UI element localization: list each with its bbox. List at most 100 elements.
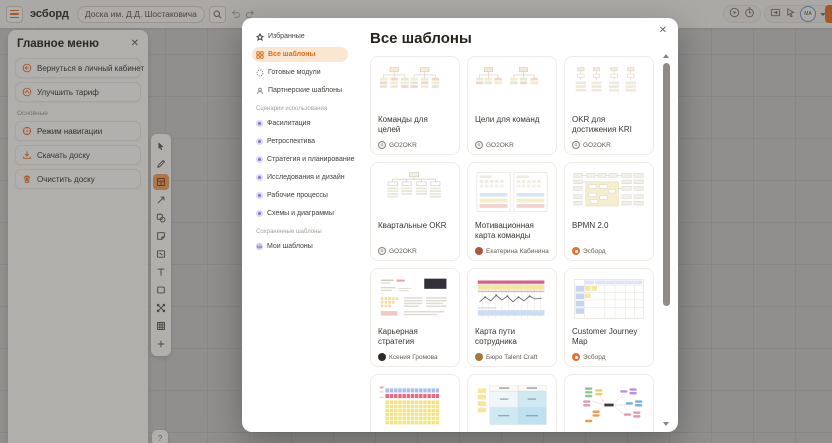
main-menu-close-icon[interactable]: ✕: [130, 38, 139, 49]
back-circle-icon: [22, 63, 32, 73]
top-bar-left: эсборд Доска им. Д.Д. Шостаковича: [0, 5, 256, 23]
undo-icon[interactable]: [230, 9, 241, 20]
help-button[interactable]: ?: [152, 430, 168, 443]
template-preview: [475, 62, 549, 112]
scenario-dot-icon: [256, 138, 263, 145]
rect-tool[interactable]: [153, 282, 169, 298]
sidebar-item-retrospective[interactable]: Ретроспектива: [252, 134, 348, 149]
template-preview: [572, 380, 646, 430]
template-card[interactable]: Цели для команд G GO2OKR: [467, 56, 557, 155]
author-avatar: G: [378, 141, 386, 149]
template-author: G GO2OKR: [378, 247, 452, 255]
session-tools-group: [723, 5, 761, 23]
pen-tool[interactable]: [153, 156, 169, 172]
template-preview: [378, 168, 452, 218]
collab-group: МА: [764, 5, 832, 23]
author-avatar: [475, 247, 483, 255]
arrow-tool[interactable]: [153, 192, 169, 208]
timer-icon[interactable]: [744, 5, 755, 23]
template-card[interactable]: Квартальные OKR G GO2OKR: [370, 162, 460, 261]
add-tool[interactable]: [153, 336, 169, 352]
main-menu-title: Главное меню: [17, 38, 99, 50]
user-avatar[interactable]: МА: [800, 6, 816, 22]
templates-scrollbar: [661, 54, 671, 426]
template-author: Бюро Talent Craft: [475, 353, 549, 361]
sidebar-item-all-templates[interactable]: Все шаблоны: [252, 47, 348, 62]
frames-icon[interactable]: [770, 5, 781, 23]
menu-item-navigation-mode[interactable]: Режим навигации: [15, 121, 141, 141]
menu-item-upgrade-plan[interactable]: Улучшить тариф: [15, 82, 141, 102]
sidebar-item-my-templates[interactable]: МА Мои шаблоны: [256, 243, 313, 250]
sticker-tool[interactable]: [153, 228, 169, 244]
template-card[interactable]: Команды для целей G GO2OKR: [370, 56, 460, 155]
author-avatar: [378, 353, 386, 361]
author-avatar: [572, 247, 580, 255]
menu-item-back-to-cabinet[interactable]: Вернуться в личный кабинет: [15, 58, 144, 78]
template-preview: [572, 168, 646, 218]
download-icon: [22, 150, 32, 160]
presentation-icon[interactable]: [729, 5, 740, 23]
share-button-partial[interactable]: [825, 5, 832, 23]
sidebar-item-strategy[interactable]: Стратегия и планирование: [252, 152, 355, 167]
drawing-toolbar: [151, 134, 171, 356]
sidebar-section-scenarios: Сценарии использования: [256, 106, 328, 112]
chevron-down-icon[interactable]: [820, 12, 826, 16]
template-card[interactable]: [564, 374, 654, 432]
author-avatar: [475, 353, 483, 361]
template-preview: [572, 274, 646, 324]
template-card[interactable]: OKR для достижения KRI G GO2OKR: [564, 56, 654, 155]
sidebar-item-favorites[interactable]: Избранные: [252, 29, 348, 44]
template-author: Ксения Громова: [378, 353, 452, 361]
template-preview: [475, 380, 549, 430]
modal-close-icon[interactable]: ✕: [658, 25, 667, 36]
template-card[interactable]: Карта пути сотрудника Бюро Talent Craft: [467, 268, 557, 367]
navigation-icon: [22, 126, 32, 136]
template-preview: [378, 274, 452, 324]
sidebar-item-diagrams[interactable]: Схемы и диаграммы: [252, 206, 348, 221]
text-tool[interactable]: [153, 264, 169, 280]
template-card[interactable]: [467, 374, 557, 432]
scenario-dot-icon: [256, 174, 263, 181]
hamburger-menu-button[interactable]: [6, 5, 23, 23]
sidebar-item-facilitation[interactable]: Фасилитация: [252, 116, 348, 131]
scenario-dot-icon: [256, 156, 263, 163]
template-card[interactable]: Мотивационная карта команды Екатерина Ка…: [467, 162, 557, 261]
search-button[interactable]: [208, 5, 226, 23]
redo-icon[interactable]: [245, 9, 256, 20]
template-card[interactable]: Customer Journey Map Эсборд: [564, 268, 654, 367]
frame-tool[interactable]: [153, 246, 169, 262]
sidebar-item-workflows[interactable]: Рабочие процессы: [252, 188, 348, 203]
upgrade-icon: [22, 87, 32, 97]
scroll-down-arrow[interactable]: [663, 422, 669, 426]
author-avatar: G: [378, 247, 386, 255]
top-bar-right: МА: [723, 5, 832, 23]
template-card[interactable]: [370, 374, 460, 432]
menu-item-clear-board[interactable]: Очистить доску: [15, 169, 141, 189]
sidebar-item-partner-templates[interactable]: Партнерские шаблоны: [252, 83, 348, 98]
template-card[interactable]: Карьерная стратегия Ксения Громова: [370, 268, 460, 367]
template-author: Эсборд: [572, 353, 646, 361]
scroll-up-arrow[interactable]: [663, 54, 669, 58]
templates-grid: Команды для целей G GO2OKR: [370, 56, 654, 432]
table-tool[interactable]: [153, 318, 169, 334]
author-avatar: [572, 353, 580, 361]
template-card[interactable]: BPMN 2.0 Эсборд: [564, 162, 654, 261]
connector-tool[interactable]: [153, 300, 169, 316]
templates-tool[interactable]: [153, 174, 169, 190]
scenario-dot-icon: [256, 120, 263, 127]
template-preview: [378, 62, 452, 112]
select-tool[interactable]: [153, 138, 169, 154]
menu-item-download-board[interactable]: Скачать доску: [15, 145, 141, 165]
sidebar-item-ready-modules[interactable]: Готовые модули: [252, 65, 348, 80]
templates-main: ✕ Все шаблоны: [354, 18, 678, 432]
shapes-tool[interactable]: [153, 210, 169, 226]
sidebar-item-research[interactable]: Исследования и дизайн: [252, 170, 348, 185]
board-title[interactable]: Доска им. Д.Д. Шостаковича: [76, 5, 205, 23]
partner-icon: [256, 87, 264, 95]
author-avatar: G: [572, 141, 580, 149]
pointer-share-icon[interactable]: [785, 5, 796, 23]
my-templates-avatar: МА: [256, 243, 263, 250]
scrollbar-thumb[interactable]: [662, 63, 670, 306]
hamburger-icon: [10, 9, 19, 19]
